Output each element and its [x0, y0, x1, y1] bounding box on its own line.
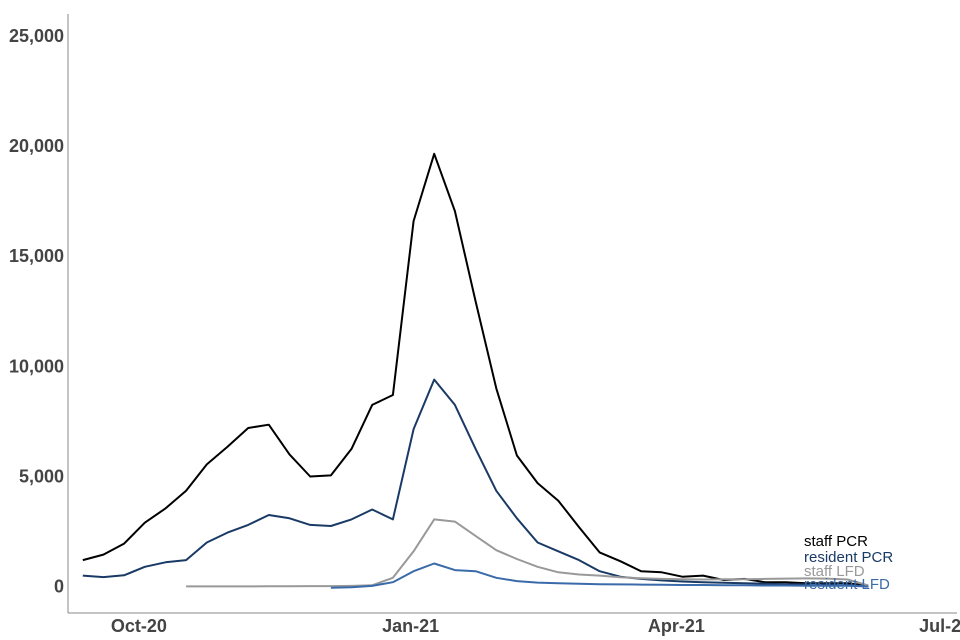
- y-tick-label: 25,000: [9, 26, 64, 46]
- series-label-staff-pcr: staff PCR: [804, 533, 868, 550]
- x-tick-label: Oct-20: [111, 616, 167, 636]
- x-tick-label: Jan-21: [382, 616, 439, 636]
- series-label-staff-lfd: staff LFD: [804, 563, 865, 580]
- series-line-resident-lfd: [330, 562, 869, 589]
- y-tick-labels: 0 5,000 10,000 15,000 20,000 25,000: [9, 26, 64, 597]
- y-tick-label: 0: [54, 577, 64, 597]
- series-label-resident-lfd: resident LFD: [804, 576, 890, 593]
- y-tick-label: 5,000: [19, 466, 64, 486]
- series-lines: [82, 152, 869, 589]
- y-tick-label: 15,000: [9, 246, 64, 266]
- x-tick-label: Apr-21: [648, 616, 705, 636]
- x-tick-labels: Oct-20 Jan-21 Apr-21 Jul-21: [111, 616, 960, 636]
- y-tick-label: 10,000: [9, 356, 64, 376]
- series-label-resident-pcr: resident PCR: [804, 549, 893, 566]
- y-tick-label: 20,000: [9, 136, 64, 156]
- series-line-resident-pcr: [82, 378, 869, 588]
- x-tick-label: Jul-21: [919, 616, 960, 636]
- series-line-staff-lfd: [186, 518, 869, 588]
- series-line-staff-pcr: [82, 152, 869, 587]
